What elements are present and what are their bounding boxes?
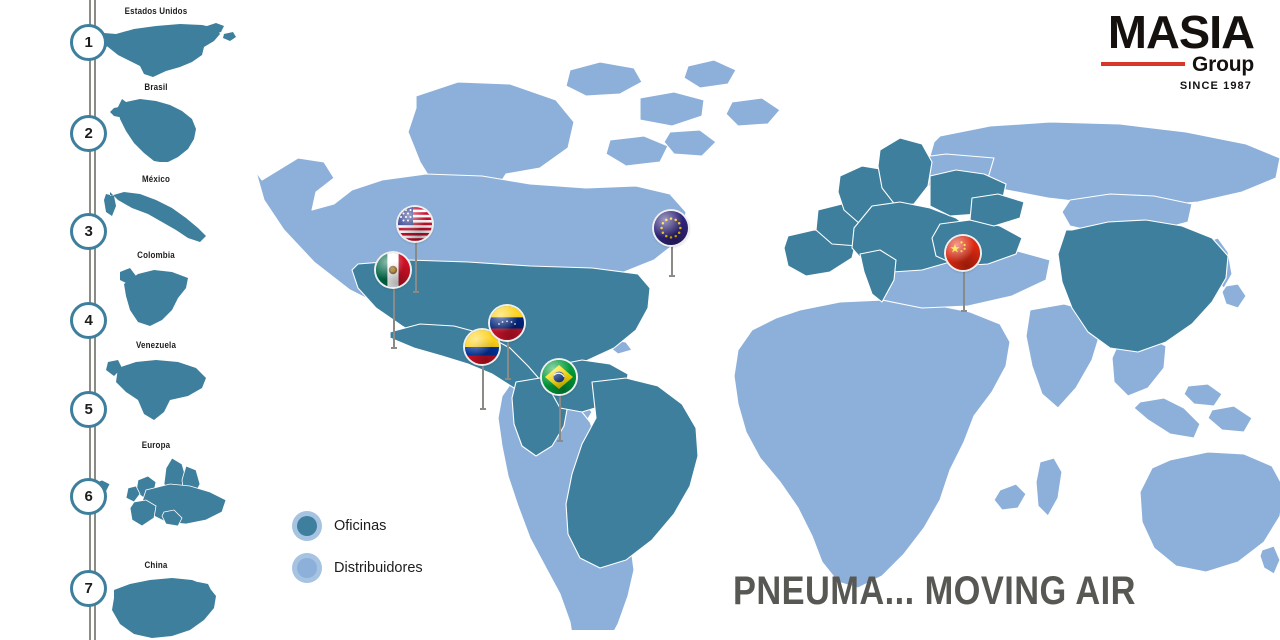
sidebar-country-china[interactable]: China	[76, 560, 236, 640]
map-pin-europe[interactable]	[654, 211, 690, 277]
legend-label-distribuidores: Distribuidores	[334, 560, 423, 576]
venezuela-shape-icon	[106, 360, 206, 420]
mexico-flag-icon	[376, 253, 410, 287]
sidebar-country-label: Venezuela	[135, 340, 177, 351]
usa-flag-icon	[398, 207, 432, 241]
sidebar-country-label: Europa	[141, 440, 171, 451]
timeline-step-1[interactable]: 1	[70, 24, 107, 61]
sidebar-country-venezuela[interactable]: Venezuela	[76, 340, 236, 422]
timeline-step-7[interactable]: 7	[70, 570, 107, 607]
map-pin-venezuela[interactable]	[490, 306, 526, 380]
masia-group-logo[interactable]: MASIA Group SINCE 1987	[1034, 9, 1255, 93]
europe-shape-icon	[89, 457, 227, 527]
sidebar-country-label: China	[144, 560, 168, 571]
timeline-step-number: 7	[84, 580, 93, 597]
logo-wordmark: MASIA	[1107, 6, 1255, 58]
sidebar-country-estados-unidos[interactable]: Estados Unidos	[76, 6, 236, 78]
colombia-shape-icon	[120, 268, 188, 326]
legend-marker-distributor-icon	[292, 553, 322, 583]
china-shape-icon	[112, 578, 216, 638]
logo-since-text: SINCE 1987	[1179, 80, 1252, 93]
sidebar-country-colombia[interactable]: Colombia	[76, 250, 236, 332]
legend-item-oficinas[interactable]: Oficinas	[292, 508, 423, 544]
timeline-step-3[interactable]: 3	[70, 213, 107, 250]
world-map	[240, 10, 1280, 630]
tagline: PNEUMA... MOVING AIR	[733, 569, 1136, 613]
timeline-step-number: 2	[84, 125, 93, 142]
timeline-step-2[interactable]: 2	[70, 115, 107, 152]
legend-item-distribuidores[interactable]: Distribuidores	[292, 550, 423, 586]
sidebar-country-label: México	[141, 174, 171, 185]
timeline-step-number: 4	[84, 312, 93, 329]
brazil-flag-icon	[542, 360, 576, 394]
europe-flag-icon	[654, 211, 688, 245]
sidebar-country-europa[interactable]: Europa	[76, 440, 236, 530]
sidebar-country-mexico[interactable]: México	[76, 174, 236, 254]
brazil-shape-icon	[110, 99, 196, 162]
timeline-step-4[interactable]: 4	[70, 302, 107, 339]
usa-shape-icon	[96, 23, 236, 77]
mexico-shape-icon	[104, 192, 206, 242]
map-pin-colombia[interactable]	[465, 330, 501, 410]
office-countries	[351, 137, 1229, 569]
map-pin-usa[interactable]	[398, 207, 434, 293]
sidebar-country-brasil[interactable]: Brasil	[76, 82, 236, 162]
timeline-step-5[interactable]: 5	[70, 391, 107, 428]
map-pin-mexico[interactable]	[376, 253, 412, 349]
sidebar-country-label: Estados Unidos	[124, 6, 188, 17]
timeline-step-6[interactable]: 6	[70, 478, 107, 515]
logo-sub-wordmark: Group	[1192, 52, 1254, 76]
colombia-flag-icon	[465, 330, 499, 364]
sidebar-country-label: Brasil	[144, 82, 168, 93]
timeline-step-number: 3	[84, 223, 93, 240]
timeline-step-number: 6	[84, 488, 93, 505]
map-legend: Oficinas Distribuidores	[292, 508, 423, 592]
world-map-svg	[255, 59, 1280, 630]
timeline-step-number: 5	[84, 401, 93, 418]
map-pin-brazil[interactable]	[542, 360, 578, 442]
logo-subrow: Group	[1034, 53, 1254, 75]
legend-marker-office-icon	[292, 511, 322, 541]
sidebar-country-label: Colombia	[137, 250, 175, 261]
timeline-step-number: 1	[84, 34, 93, 51]
logo-red-bar	[1101, 62, 1185, 67]
china-flag-icon	[946, 236, 980, 270]
venezuela-flag-icon	[490, 306, 524, 340]
map-pin-china[interactable]	[946, 236, 982, 312]
legend-label-oficinas: Oficinas	[334, 518, 387, 534]
